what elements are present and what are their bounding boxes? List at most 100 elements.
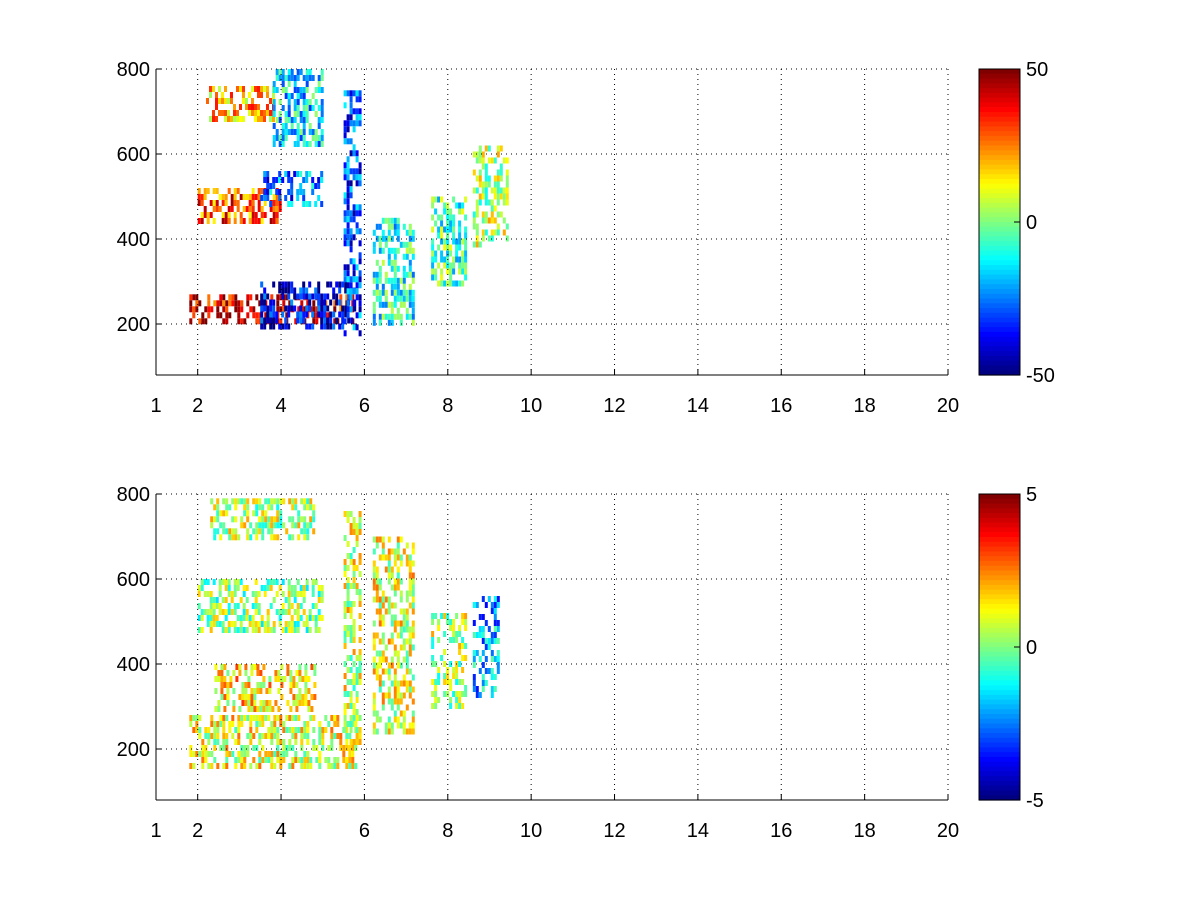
heatmap-cell-region-4 xyxy=(266,177,270,183)
heatmap-cell-region-4 xyxy=(260,195,264,201)
heatmap-cell-region-3 xyxy=(237,498,241,505)
heatmap-cell-region-0 xyxy=(204,306,208,313)
heatmap-cell-region-3 xyxy=(267,516,271,523)
heatmap-cell-region-0 xyxy=(327,745,331,751)
heatmap-cell-region-2 xyxy=(343,192,347,199)
heatmap-cell-region-3 xyxy=(257,206,261,212)
heatmap-cell-region-5 xyxy=(393,692,397,699)
heatmap-cell-region-5 xyxy=(381,704,385,711)
heatmap-cell-region-5 xyxy=(254,86,257,92)
colorbar-tick-label: 5 xyxy=(1026,484,1037,506)
colorbar-segment xyxy=(979,565,1020,572)
heatmap-cell-region-2 xyxy=(212,603,216,609)
heatmap-cell-region-6 xyxy=(455,631,459,637)
heatmap-cell-region-1 xyxy=(296,317,300,324)
heatmap-cell-region-1 xyxy=(287,323,291,330)
heatmap-cell-region-6 xyxy=(302,87,306,93)
colorbar-segment xyxy=(979,766,1020,772)
heatmap-cell-region-6 xyxy=(302,105,306,111)
heatmap-cell-region-3 xyxy=(312,528,316,535)
colorbar-segment xyxy=(979,713,1020,720)
heatmap-cell-region-2 xyxy=(239,615,243,621)
heatmap-cell-region-0 xyxy=(270,721,274,727)
heatmap-cell-region-2 xyxy=(230,621,234,627)
heatmap-cell-region-7 xyxy=(372,277,376,284)
heatmap-cell-region-9 xyxy=(496,145,500,152)
colorbar-segment xyxy=(979,503,1020,509)
heatmap-cell-region-0 xyxy=(312,300,316,307)
heatmap-cell-region-6 xyxy=(317,141,321,147)
heatmap-cell-region-0 xyxy=(219,715,223,721)
heatmap-cell-region-5 xyxy=(402,638,406,645)
heatmap-cell-region-7 xyxy=(478,656,482,662)
heatmap-cell-region-0 xyxy=(276,306,280,313)
y-tick-label: 400 xyxy=(117,654,150,676)
heatmap-cell-region-0 xyxy=(270,757,274,763)
heatmap-cell-region-5 xyxy=(372,548,376,555)
heatmap-cell-region-1 xyxy=(313,670,317,676)
heatmap-cell-region-0 xyxy=(222,721,226,727)
x-tick-label: 8 xyxy=(442,395,453,417)
heatmap-cell-region-7 xyxy=(384,271,388,278)
heatmap-cell-region-5 xyxy=(399,596,403,603)
heatmap-cell-region-0 xyxy=(339,745,343,751)
heatmap-cell-region-1 xyxy=(308,299,312,306)
heatmap-cell-region-0 xyxy=(351,306,355,313)
heatmap-cell-region-2 xyxy=(346,270,350,277)
heatmap-cell-region-7 xyxy=(381,229,385,236)
heatmap-cell-region-5 xyxy=(272,92,275,98)
heatmap-cell-region-5 xyxy=(236,116,239,122)
heatmap-cell-region-5 xyxy=(372,566,376,573)
heatmap-cell-region-6 xyxy=(287,99,291,105)
heatmap-cell-region-7 xyxy=(396,223,400,230)
heatmap-cell-region-5 xyxy=(411,674,415,681)
heatmap-cell-region-0 xyxy=(225,757,229,763)
heatmap-cell-region-5 xyxy=(408,650,412,657)
heatmap-cell-region-0 xyxy=(330,733,334,739)
heatmap-cell-region-1 xyxy=(220,694,224,700)
heatmap-cell-region-8 xyxy=(458,220,462,227)
heatmap-cell-region-5 xyxy=(378,716,382,723)
heatmap-cell-region-5 xyxy=(387,602,391,609)
heatmap-cell-region-0 xyxy=(333,300,337,307)
heatmap-cell-region-2 xyxy=(275,591,279,597)
heatmap-cell-region-8 xyxy=(464,214,468,221)
heatmap-cell-region-5 xyxy=(402,680,406,687)
heatmap-cell-region-3 xyxy=(272,194,276,200)
heatmap-cell-region-2 xyxy=(296,579,300,585)
heatmap-cell-region-1 xyxy=(247,700,251,706)
heatmap-cell-region-4 xyxy=(358,523,362,529)
heatmap-cell-region-2 xyxy=(221,627,225,633)
heatmap-cell-region-9 xyxy=(475,223,479,230)
heatmap-cell-region-1 xyxy=(272,305,276,312)
heatmap-cell-region-8 xyxy=(452,280,456,287)
heatmap-cell-region-0 xyxy=(237,312,241,319)
heatmap-cell-region-5 xyxy=(408,638,412,645)
heatmap-cell-region-0 xyxy=(222,318,226,325)
heatmap-cell-region-5 xyxy=(378,602,382,609)
heatmap-cell-region-2 xyxy=(355,114,359,121)
colorbar-segment xyxy=(979,322,1020,328)
heatmap-cell-region-5 xyxy=(393,584,397,591)
heatmap-cell-region-8 xyxy=(437,214,441,221)
heatmap-cell-region-4 xyxy=(287,201,291,207)
heatmap-cell-region-5 xyxy=(405,608,409,615)
heatmap-cell-region-6 xyxy=(290,123,294,129)
heatmap-cell-region-0 xyxy=(255,763,259,769)
heatmap-cell-region-7 xyxy=(484,644,488,650)
heatmap-cell-region-2 xyxy=(358,210,362,217)
heatmap-cell-region-5 xyxy=(266,92,269,98)
heatmap-cell-region-0 xyxy=(237,757,241,763)
heatmap-cell-region-0 xyxy=(204,751,208,757)
heatmap-cell-region-8 xyxy=(431,274,435,281)
heatmap-cell-region-9 xyxy=(487,199,491,206)
heatmap-cell-region-1 xyxy=(269,305,273,312)
heatmap-cell-region-7 xyxy=(396,313,400,320)
heatmap-cell-region-2 xyxy=(358,162,362,169)
heatmap-cell-region-5 xyxy=(375,608,379,615)
heatmap-cell-region-3 xyxy=(218,206,222,212)
heatmap-cell-region-1 xyxy=(308,323,312,330)
heatmap-cell-region-6 xyxy=(284,75,288,81)
heatmap-cell-region-3 xyxy=(221,200,225,206)
heatmap-cell-region-7 xyxy=(393,217,397,224)
